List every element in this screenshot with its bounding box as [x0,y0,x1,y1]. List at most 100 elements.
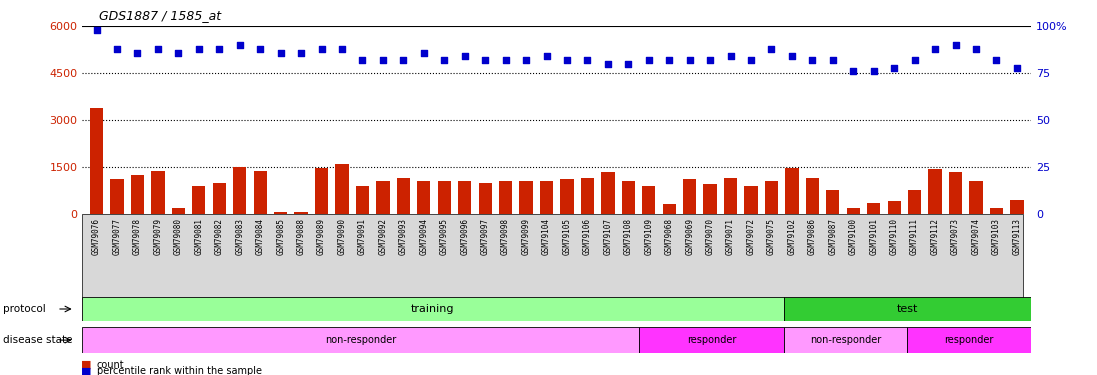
Text: GSM79112: GSM79112 [930,218,939,255]
Text: GSM79104: GSM79104 [542,218,551,255]
Point [640,57,657,63]
Point [436,57,453,63]
Text: test: test [896,304,918,314]
Point [128,50,146,55]
Text: GSM79087: GSM79087 [828,218,837,255]
Bar [640,327,783,353]
Point [1008,64,1026,70]
Bar [765,181,778,214]
Text: GSM79095: GSM79095 [440,218,449,255]
Bar [907,327,1031,353]
Text: GSM79089: GSM79089 [317,218,326,255]
Text: GSM79070: GSM79070 [705,218,714,255]
Point [906,57,924,63]
Text: non-responder: non-responder [325,335,396,345]
Point [558,57,576,63]
Point [272,50,290,55]
Text: GSM79108: GSM79108 [624,218,633,255]
Point [926,46,943,52]
Text: GSM79071: GSM79071 [726,218,735,255]
Point [251,46,269,52]
Point [701,57,719,63]
Text: GSM79074: GSM79074 [972,218,981,255]
Point [353,57,371,63]
Bar [783,327,907,353]
Text: GSM79077: GSM79077 [113,218,122,255]
Bar [355,186,369,214]
Bar [949,172,962,214]
Text: GSM79085: GSM79085 [276,218,285,255]
Bar [213,183,226,214]
Point [109,46,126,52]
Point [497,57,514,63]
Point [762,46,780,52]
Bar [908,190,921,214]
Point [231,42,249,48]
Text: GSM79090: GSM79090 [338,218,347,255]
Bar [417,181,430,214]
Bar [172,207,185,214]
Point [211,46,228,52]
Text: percentile rank within the sample: percentile rank within the sample [97,366,261,375]
Point [620,61,637,67]
Text: GSM79113: GSM79113 [1013,218,1021,255]
Point [333,46,351,52]
Point [599,61,617,67]
Bar [376,181,389,214]
Point [660,57,678,63]
Bar [397,178,410,214]
Point [149,46,167,52]
Bar [90,108,103,214]
Point [456,53,474,59]
Point [804,57,822,63]
Bar [783,297,1031,321]
Text: GSM79102: GSM79102 [788,218,796,255]
Text: GSM79094: GSM79094 [419,218,428,255]
Bar [642,186,655,214]
Point [518,57,535,63]
Point [824,57,841,63]
Text: GSM79073: GSM79073 [951,218,960,255]
Text: GSM79093: GSM79093 [399,218,408,255]
Text: GSM79109: GSM79109 [644,218,653,255]
Point [292,50,309,55]
Bar [826,190,839,214]
Text: GSM79106: GSM79106 [583,218,592,255]
Text: GSM79098: GSM79098 [501,218,510,255]
Bar [131,175,144,214]
Bar [438,181,451,214]
Point [374,57,392,63]
Bar [294,212,308,214]
Point [538,53,555,59]
Text: GDS1887 / 1585_at: GDS1887 / 1585_at [99,9,220,22]
Bar [336,164,349,214]
Text: GSM79099: GSM79099 [521,218,531,255]
Point [783,53,801,59]
Bar [970,181,983,214]
Text: GSM79086: GSM79086 [807,218,817,255]
Bar [192,186,205,214]
Bar [663,204,676,214]
Text: GSM79072: GSM79072 [746,218,756,255]
Text: GSM79081: GSM79081 [194,218,203,255]
Point [681,57,699,63]
Bar [622,181,635,214]
Text: GSM79078: GSM79078 [133,218,142,255]
Text: GSM79075: GSM79075 [767,218,776,255]
Point [743,57,760,63]
Point [415,50,432,55]
Bar [274,212,287,214]
Point [395,57,412,63]
Text: GSM79091: GSM79091 [358,218,367,255]
Bar [989,207,1003,214]
Point [476,57,494,63]
Text: count: count [97,360,124,369]
Point [864,68,882,74]
Bar [847,207,860,214]
Point [947,42,964,48]
Text: non-responder: non-responder [810,335,881,345]
Bar [540,181,553,214]
Text: GSM79092: GSM79092 [378,218,387,255]
Text: GSM79079: GSM79079 [154,218,162,255]
Point [170,50,188,55]
